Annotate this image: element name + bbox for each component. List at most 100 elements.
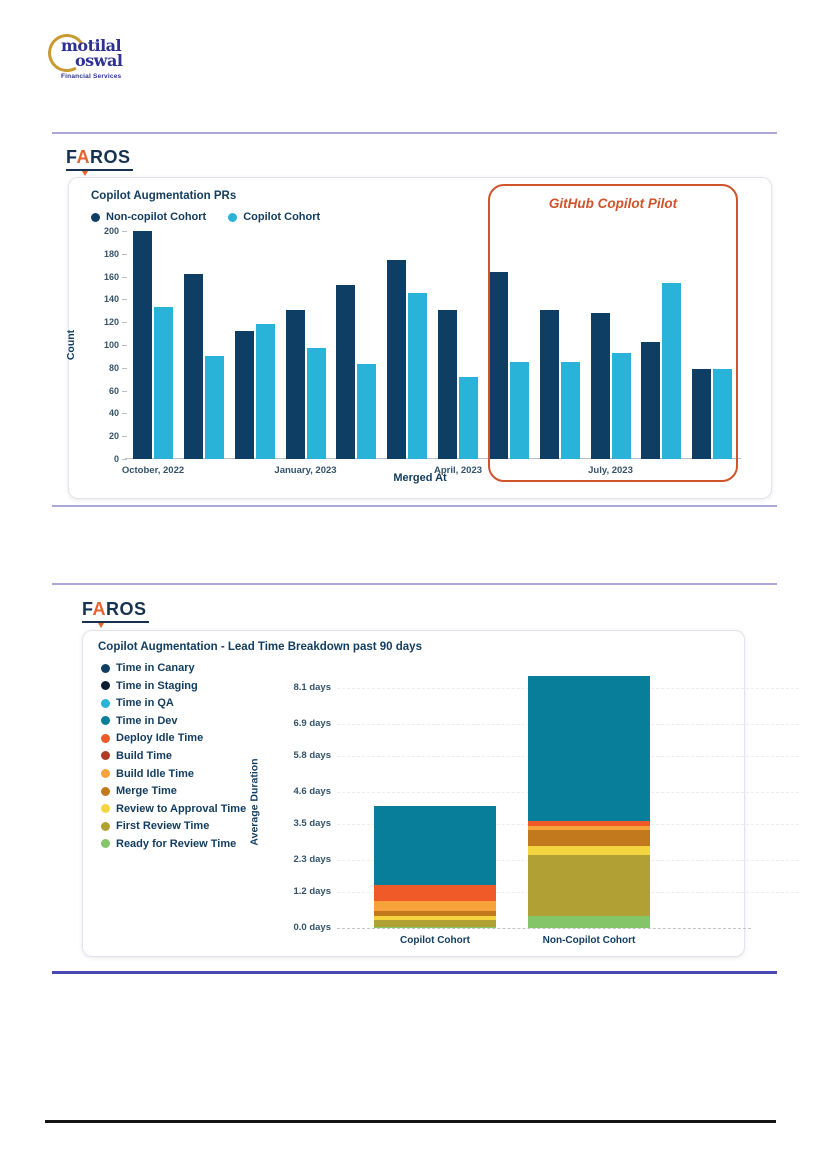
legend-item-8[interactable]: Review to Approval Time	[101, 803, 246, 815]
chart-card-prs: Copilot Augmentation PRs Non-copilot Coh…	[65, 177, 772, 499]
segment-Merge Time-Copilot Cohort[interactable]	[374, 911, 496, 917]
legend-item-10[interactable]: Ready for Review Time	[101, 838, 246, 850]
legend-item-label: Time in Staging	[116, 679, 198, 692]
bar-copilot-August, 2023[interactable]	[662, 283, 682, 459]
chart1-x-tick: October, 2022	[121, 465, 185, 476]
segment-Build Idle Time-Non-Copilot Cohort[interactable]	[528, 826, 650, 830]
chart1-x-tick: January, 2023	[274, 465, 337, 476]
legend-item-label: Merge Time	[116, 785, 177, 798]
bar-noncopilot-August, 2023[interactable]	[641, 341, 661, 459]
segment-Review to Approval Time-Copilot Cohort[interactable]	[374, 916, 496, 920]
legend-item-label: Deploy Idle Time	[116, 732, 204, 745]
legend-item-label: Time in QA	[116, 697, 174, 710]
legend-item-0[interactable]: Time in Canary	[101, 662, 246, 674]
bar-noncopilot-January, 2023[interactable]	[285, 309, 305, 459]
chart2-y-tick: 3.5 days	[293, 818, 332, 830]
legend-dot-icon	[101, 839, 110, 849]
chart2-y-tick: 1.2 days	[293, 886, 332, 898]
bar-copilot-June, 2023[interactable]	[560, 362, 580, 459]
chart1-y-tick: 20	[108, 431, 119, 442]
faros-letters-ros: ROS	[90, 147, 131, 167]
chart1-y-tickmark	[122, 253, 127, 255]
legend-dot-icon	[101, 769, 110, 779]
segment-Time in Dev-Non-Copilot Cohort[interactable]	[528, 675, 650, 822]
chart2-title: Copilot Augmentation - Lead Time Breakdo…	[98, 641, 422, 653]
chart2-y-tick: 5.8 days	[293, 750, 332, 762]
bar-copilot-October, 2022[interactable]	[154, 307, 173, 459]
legend-item-label: Non-copilot Cohort	[106, 211, 207, 223]
chart1-y-tickmark	[122, 459, 127, 460]
legend-dot-icon	[101, 716, 110, 726]
segment-First Review Time-Non-Copilot Cohort[interactable]	[528, 854, 650, 917]
legend-item-1[interactable]: Copilot Cohort	[228, 211, 320, 223]
segment-Review to Approval Time-Non-Copilot Cohort[interactable]	[528, 845, 650, 855]
divider-top	[52, 132, 777, 134]
bar-copilot-September, 2023[interactable]	[713, 368, 733, 459]
bar-noncopilot-December, 2022[interactable]	[234, 331, 254, 459]
legend-item-6[interactable]: Build Idle Time	[101, 768, 246, 780]
legend-item-5[interactable]: Build Time	[101, 750, 246, 762]
chart1-y-tick: 60	[108, 385, 119, 396]
legend-dot-icon	[101, 733, 110, 743]
faros-letter-a-rocket-icon: A	[76, 147, 91, 167]
bar-noncopilot-July, 2023[interactable]	[590, 313, 610, 459]
bar-copilot-April, 2023[interactable]	[459, 376, 478, 459]
bar-noncopilot-May, 2023[interactable]	[488, 272, 508, 459]
bar-noncopilot-November, 2022[interactable]	[183, 274, 203, 459]
bar-copilot-November, 2022[interactable]	[204, 356, 224, 459]
segment-Deploy Idle Time-Non-Copilot Cohort[interactable]	[528, 821, 650, 827]
chart1-y-tick: 80	[108, 362, 119, 373]
chart1-y-tickmark	[122, 299, 127, 301]
bar-noncopilot-October, 2022[interactable]	[133, 231, 152, 459]
legend-item-9[interactable]: First Review Time	[101, 820, 246, 832]
legend-item-2[interactable]: Time in QA	[101, 697, 246, 709]
motilal-oswal-logo: motilal oswal Financial Services	[43, 29, 158, 84]
legend-dot-icon	[91, 212, 100, 222]
bar-noncopilot-March, 2023[interactable]	[387, 259, 407, 459]
chart1-y-tick: 40	[108, 408, 119, 419]
legend-item-label: Ready for Review Time	[116, 837, 237, 850]
chart1-y-tick: 160	[103, 271, 119, 282]
bar-noncopilot-June, 2023[interactable]	[539, 309, 559, 459]
segment-Build Idle Time-Copilot Cohort[interactable]	[374, 901, 496, 912]
chart2-plot: 0.0 days 1.2 days 2.3 days 3.5 days 4.6 days…	[294, 671, 799, 946]
bar-copilot-May, 2023[interactable]	[509, 362, 529, 459]
segment-Ready for Review Time-Non-Copilot Cohort[interactable]	[528, 916, 650, 928]
chart2-x-tick: Copilot Cohort	[400, 935, 470, 946]
legend-item-7[interactable]: Merge Time	[101, 785, 246, 797]
bar-copilot-January, 2023[interactable]	[306, 348, 326, 459]
rocket-flame-icon	[98, 623, 104, 628]
chart1-y-tickmark	[122, 345, 127, 346]
legend-item-label: Time in Canary	[116, 662, 195, 674]
bar-copilot-July, 2023[interactable]	[611, 352, 631, 459]
brand-wordmark-line2: oswal	[75, 51, 123, 70]
bar-copilot-March, 2023[interactable]	[408, 292, 428, 459]
bar-noncopilot-February, 2023[interactable]	[336, 284, 356, 459]
faros-letter-f: F	[82, 599, 93, 619]
chart2-y-tick: 0.0 days	[293, 922, 332, 933]
chart1-title: Copilot Augmentation PRs	[91, 190, 237, 202]
bar-copilot-February, 2023[interactable]	[357, 364, 377, 459]
chart1-y-tickmark	[122, 436, 127, 438]
legend-item-1[interactable]: Time in Staging	[101, 680, 246, 692]
legend-item-3[interactable]: Time in Dev	[101, 715, 246, 727]
segment-Ready for Review Time-Copilot Cohort[interactable]	[374, 926, 496, 928]
chart1-y-tick: 200	[103, 226, 119, 236]
chart1-y-tick: 180	[103, 248, 119, 259]
segment-Merge Time-Non-Copilot Cohort[interactable]	[528, 829, 650, 846]
chart1-y-axis-title: Count	[65, 329, 78, 361]
segment-First Review Time-Copilot Cohort[interactable]	[374, 920, 496, 927]
chart2-y-tick: 4.6 days	[293, 785, 332, 797]
bar-noncopilot-September, 2023[interactable]	[692, 368, 712, 459]
segment-Time in Dev-Copilot Cohort[interactable]	[374, 806, 496, 886]
brand-tagline: Financial Services	[61, 73, 122, 80]
segment-Deploy Idle Time-Copilot Cohort[interactable]	[374, 885, 496, 902]
faros-letters-ros: ROS	[106, 599, 147, 619]
chart2-x-tick: Non-Copilot Cohort	[542, 935, 636, 946]
bar-copilot-December, 2022[interactable]	[255, 324, 275, 459]
legend-item-4[interactable]: Deploy Idle Time	[101, 732, 246, 744]
chart1-y-tickmark	[122, 231, 127, 232]
chart1-y-tick: 140	[103, 294, 119, 305]
legend-item-0[interactable]: Non-copilot Cohort	[91, 211, 206, 223]
bar-noncopilot-April, 2023[interactable]	[438, 309, 457, 459]
